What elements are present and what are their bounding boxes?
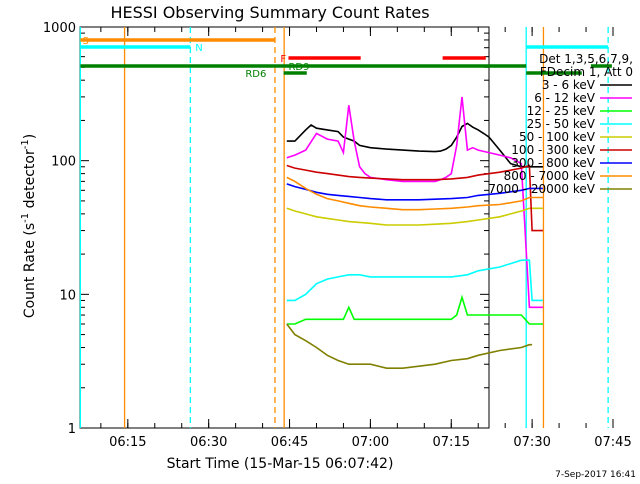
x-tick-label: 07:15 [433, 435, 470, 450]
y-tick-label: 100 [51, 155, 76, 170]
x-tick-label: 07:30 [513, 435, 550, 450]
series-line [286, 207, 543, 226]
x-tick-label: 06:15 [109, 435, 146, 450]
flag-label: RD6 [245, 69, 266, 80]
x-tick-label: 06:45 [271, 435, 308, 450]
series-line [286, 96, 543, 309]
x-axis-label: Start Time (15-Mar-15 06:07:42) [167, 456, 394, 472]
flag-label: F [280, 54, 286, 65]
x-tick-label: 07:00 [352, 435, 389, 450]
series-line [286, 176, 543, 211]
series-line [286, 323, 533, 370]
legend-header: FDecim 1, Att 0 [540, 65, 633, 79]
legend-header: Det 1,3,5,6,7,9, [539, 52, 633, 66]
series-line [286, 164, 543, 232]
legend-entry-label: 300 - 800 keV [511, 156, 595, 170]
flag-label: N [195, 43, 202, 54]
legend-entry-label: 7000 - 20000 keV [488, 182, 595, 196]
y-tick-label: 1 [68, 422, 76, 437]
legend-entry-label: 25 - 50 keV [527, 117, 596, 131]
timestamp: 7-Sep-2017 16:41 [555, 470, 636, 480]
legend-entry-label: 100 - 300 keV [511, 143, 595, 157]
chart-title: HESSI Observing Summary Count Rates [110, 3, 429, 22]
legend-entry-label: 50 - 100 keV [519, 130, 596, 144]
series-line [286, 122, 543, 168]
legend-entry-label: 800 - 7000 keV [504, 169, 596, 183]
y-tick-label: 10 [59, 288, 76, 303]
legend-entry-label: 12 - 25 keV [527, 104, 596, 118]
x-tick-label: 07:45 [594, 435, 631, 450]
legend-entry-label: 3 - 6 keV [542, 78, 596, 92]
legend-entry-label: 6 - 12 keV [534, 91, 596, 105]
series-line [286, 183, 543, 201]
flag-label: S [83, 36, 89, 47]
y-axis-label: Count Rate (s-1 detector-1) [20, 134, 38, 318]
y-tick-label: 1000 [43, 21, 76, 36]
series-line [286, 294, 543, 325]
flag-label: RD9 [288, 62, 309, 73]
x-tick-label: 06:30 [190, 435, 227, 450]
series-line [286, 259, 543, 302]
